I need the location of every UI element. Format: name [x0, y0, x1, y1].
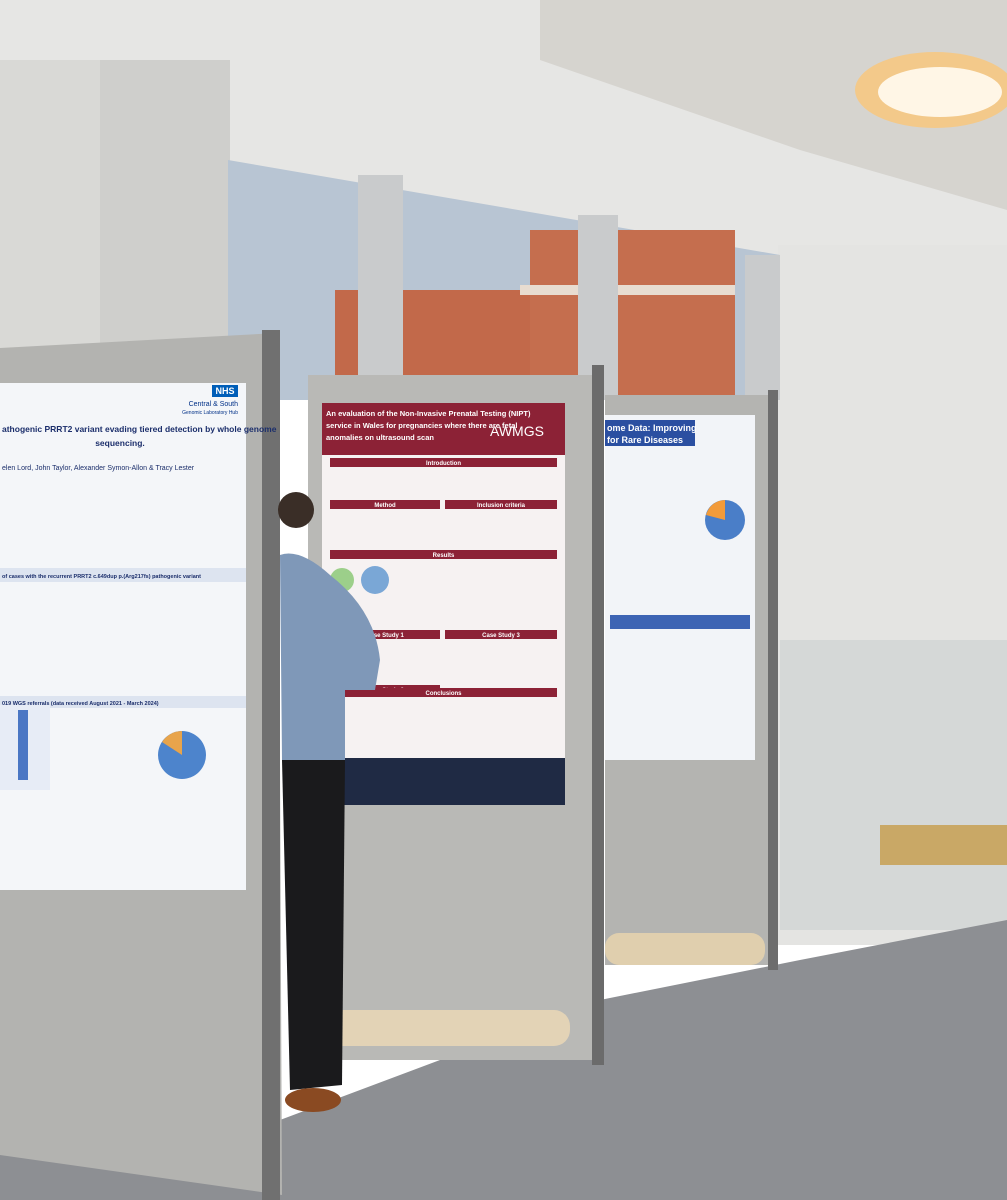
wood-panel — [880, 825, 1007, 865]
person-trousers — [282, 760, 345, 1090]
board-post — [768, 390, 778, 970]
section-bar — [330, 500, 440, 509]
section-bar — [445, 500, 557, 509]
board-post — [262, 330, 280, 1200]
section-bar — [330, 458, 557, 467]
middle-poster-title: service in Wales for pregnancies where t… — [326, 421, 517, 430]
section-bar — [445, 630, 557, 639]
building — [530, 230, 735, 400]
ceiling-slats — [540, 0, 1007, 210]
building-ledge — [520, 285, 735, 295]
section-bar — [330, 688, 557, 697]
section-bar — [330, 630, 440, 639]
right-poster-header — [605, 420, 695, 446]
window-frame — [358, 175, 403, 400]
left-poster-section: of cases with the recurrent PRRT2 c.649d… — [2, 574, 201, 580]
section-headers: Introduction Method Inclusion criteria Resu… — [330, 458, 557, 770]
section-title: Case Study 1 — [366, 633, 404, 639]
board-post — [592, 365, 604, 1065]
section-bar — [330, 550, 557, 559]
board-roll — [605, 933, 765, 965]
section-title: Conclusions — [425, 691, 462, 697]
right-poster-title: ome Data: Improving — [607, 423, 697, 433]
section-title: Results — [433, 553, 455, 559]
table-header — [610, 615, 750, 629]
ceiling-light-inner — [878, 67, 1002, 117]
board-roll — [308, 1010, 570, 1046]
pillar-side — [100, 60, 230, 360]
middle-poster-header — [322, 403, 565, 455]
hub-sub: Genomic Laboratory Hub — [182, 410, 238, 416]
left-poster-title: athogenic PRRT2 variant evading tiered d… — [2, 424, 277, 434]
glass-railing — [780, 640, 1007, 930]
middle-poster-logo: AWMGS — [490, 423, 544, 439]
left-poster — [0, 383, 246, 890]
middle-poster-footer — [322, 758, 565, 805]
middle-poster-title: An evaluation of the Non-Invasive Prenat… — [326, 409, 531, 418]
table-column — [18, 710, 28, 780]
right-poster-title: for Rare Diseases — [607, 435, 683, 445]
middle-poster — [322, 403, 565, 805]
nhs-badge — [212, 385, 238, 397]
section-title: Introduction — [426, 461, 461, 467]
middle-poster-title: anomalies on ultrasound scan — [326, 433, 434, 442]
section-title: Case Study 3 — [482, 633, 520, 639]
pie-slice — [162, 731, 182, 755]
left-poster-title: sequencing. — [95, 438, 145, 448]
section-title: Method — [374, 503, 396, 509]
window-frame — [745, 255, 780, 400]
pie-slice — [706, 500, 725, 520]
left-poster-section: 019 WGS referrals (data received August … — [2, 701, 159, 707]
section-bar — [0, 568, 246, 582]
left-poster-authors: elen Lord, John Taylor, Alexander Symon-… — [2, 465, 195, 472]
section-bar — [0, 696, 246, 708]
pie-chart — [361, 566, 389, 594]
person-shoe — [285, 1088, 341, 1112]
nhs-logo: NHS — [215, 386, 234, 396]
section-title: Inclusion criteria — [477, 503, 526, 509]
person-shirt — [280, 553, 380, 760]
hub-name: Central & South — [189, 401, 239, 408]
right-poster — [605, 415, 755, 760]
person-head — [278, 492, 314, 528]
